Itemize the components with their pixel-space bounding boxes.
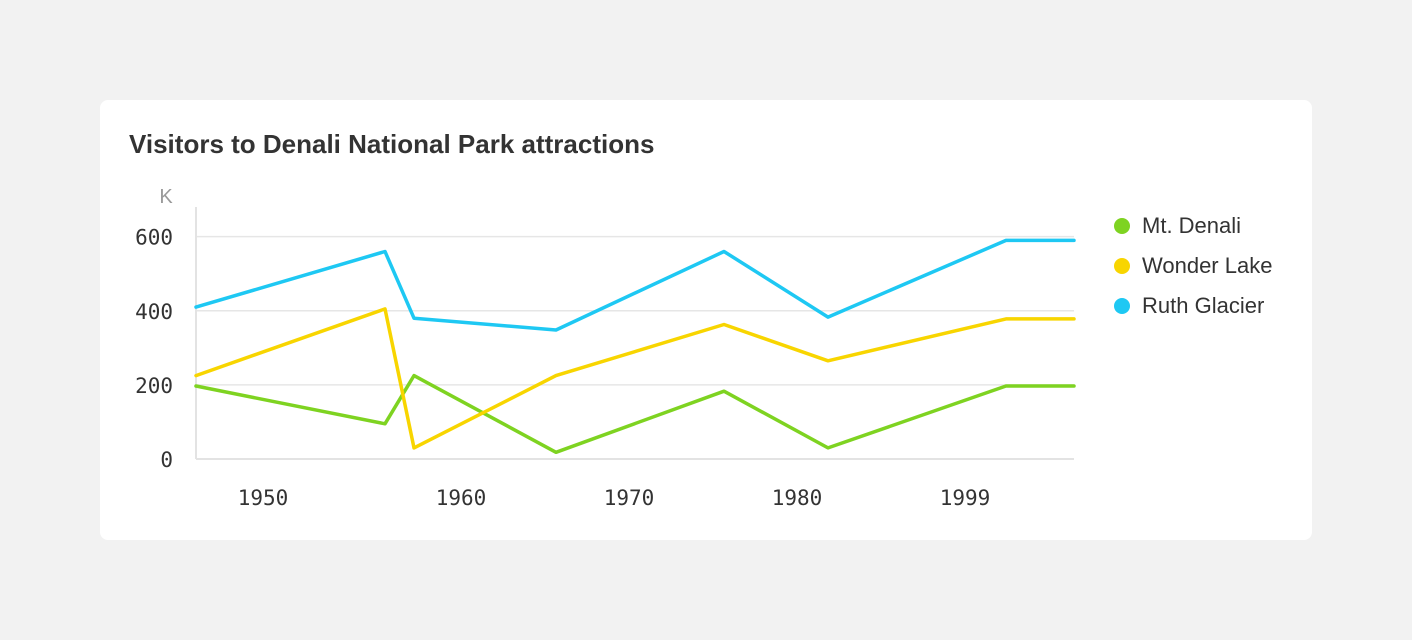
y-tick-label-400: 400 <box>135 300 173 324</box>
x-tick-label-1960: 1960 <box>436 486 487 510</box>
legend-dot-mt-denali <box>1114 218 1130 234</box>
series-line-wonder-lake[interactable] <box>194 307 1076 450</box>
legend-item-wonder-lake[interactable]: Wonder Lake <box>1114 246 1272 286</box>
line-chart: K 0 200 400 600 1950 1960 1970 1980 1999 <box>135 186 1076 510</box>
legend-item-ruth-glacier[interactable]: Ruth Glacier <box>1114 286 1272 326</box>
x-tick-label-1999: 1999 <box>940 486 991 510</box>
y-tick-labels: 0 200 400 600 <box>135 226 173 472</box>
x-tick-label-1950: 1950 <box>238 486 289 510</box>
legend-dot-ruth-glacier <box>1114 298 1130 314</box>
y-tick-label-0: 0 <box>160 448 173 472</box>
x-tick-label-1970: 1970 <box>604 486 655 510</box>
legend-label-ruth-glacier: Ruth Glacier <box>1142 293 1265 318</box>
x-tick-labels: 1950 1960 1970 1980 1999 <box>238 486 991 510</box>
series-line-mt-denali[interactable] <box>194 373 1076 455</box>
series-lines <box>194 238 1076 455</box>
chart-legend: Mt. Denali Wonder Lake Ruth Glacier <box>1114 206 1272 326</box>
legend-label-mt-denali: Mt. Denali <box>1142 213 1242 238</box>
y-tick-label-600: 600 <box>135 226 173 250</box>
chart-card: Visitors to Denali National Park attract… <box>100 100 1312 540</box>
y-axis-unit-label: K <box>159 186 173 208</box>
legend-dot-wonder-lake <box>1114 258 1130 274</box>
x-tick-label-1980: 1980 <box>772 486 823 510</box>
grid-lines <box>196 235 1074 386</box>
legend-item-mt-denali[interactable]: Mt. Denali <box>1114 206 1272 246</box>
chart-title: Visitors to Denali National Park attract… <box>129 129 655 159</box>
series-line-ruth-glacier[interactable] <box>194 238 1076 332</box>
legend-label-wonder-lake: Wonder Lake <box>1142 253 1273 278</box>
y-tick-label-200: 200 <box>135 374 173 398</box>
